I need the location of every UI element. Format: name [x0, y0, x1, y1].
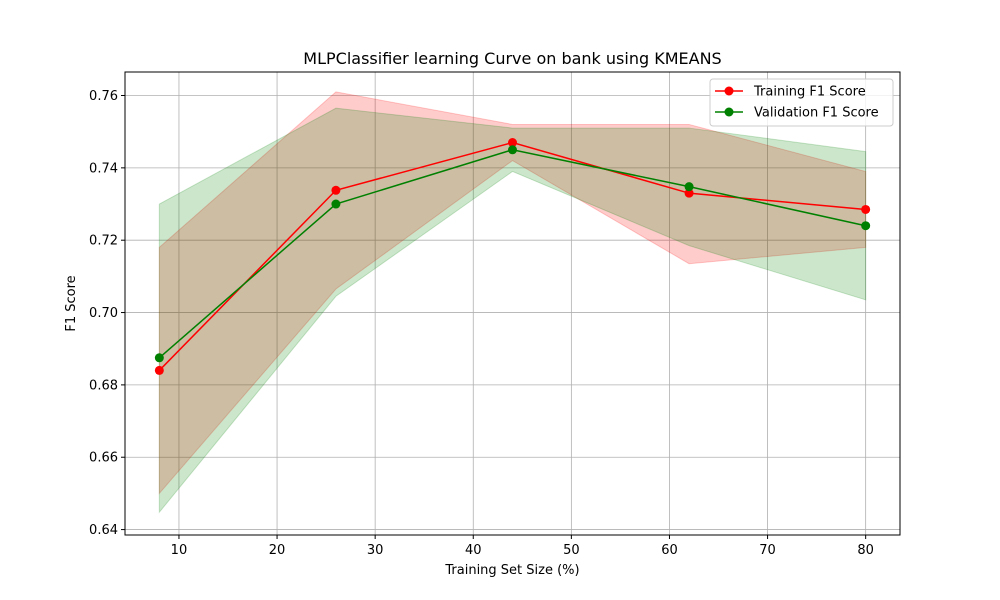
training-point: [331, 185, 341, 195]
x-tick-label: 30: [367, 543, 384, 558]
validation-point: [154, 353, 164, 363]
legend-validation-label: Validation F1 Score: [754, 106, 879, 121]
x-tick-label: 80: [857, 543, 874, 558]
y-tick-label: 0.74: [89, 161, 118, 176]
x-axis-title: Training Set Size (%): [444, 563, 579, 578]
legend-box: [709, 78, 894, 127]
validation-point: [684, 182, 694, 192]
grid: [125, 72, 900, 535]
legend-training-marker: [724, 86, 734, 96]
x-tick-label: 50: [563, 543, 580, 558]
y-tick-label: 0.64: [89, 523, 118, 538]
validation-std-band: [158, 107, 867, 514]
y-axis-ticks: 0.64 0.66 0.68 0.70 0.72 0.74 0.76: [89, 89, 125, 538]
y-tick-label: 0.72: [89, 234, 118, 249]
training-point: [684, 188, 694, 198]
validation-point: [861, 221, 871, 231]
y-tick-label: 0.66: [89, 451, 118, 466]
plot-frame: [124, 71, 901, 536]
y-tick-label: 0.70: [89, 306, 118, 321]
x-tick-label: 70: [759, 543, 776, 558]
validation-point: [331, 199, 341, 209]
y-tick-label: 0.76: [89, 89, 118, 104]
y-tick-label: 0.68: [89, 378, 118, 393]
training-point: [508, 138, 517, 148]
validation-point: [508, 145, 517, 155]
legend: Training F1 Score Validation F1 Score: [709, 78, 894, 127]
x-tick-label: 40: [465, 543, 482, 558]
training-point: [154, 365, 164, 375]
x-tick-label: 20: [269, 543, 286, 558]
chart-title: MLPClassifier learning Curve on bank usi…: [303, 49, 721, 68]
y-axis-title: F1 Score: [64, 275, 79, 331]
x-axis-ticks: 10 20 30 40 50 60 70 80: [171, 535, 874, 558]
x-tick-label: 60: [661, 543, 678, 558]
series-points: [154, 138, 871, 375]
legend-training-label: Training F1 Score: [753, 85, 866, 100]
legend-validation-marker: [724, 107, 734, 117]
training-point: [861, 204, 871, 214]
x-tick-label: 10: [171, 543, 188, 558]
